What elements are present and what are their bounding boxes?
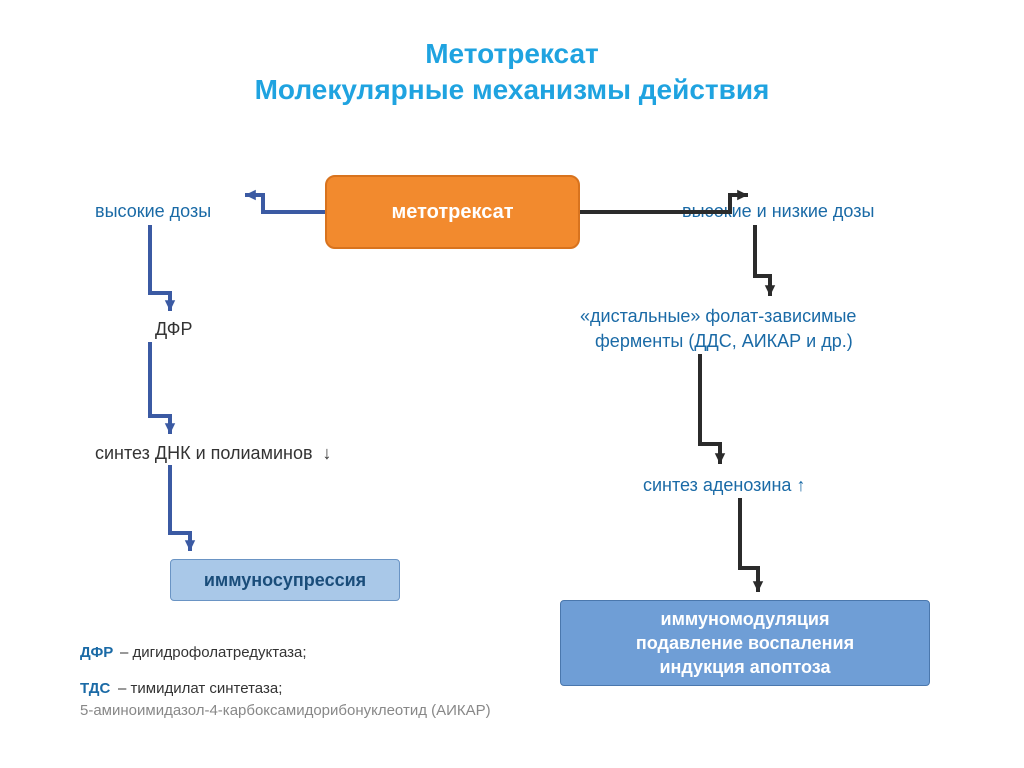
footnote-tds-text: – тимидилат синтетаза; <box>118 680 282 697</box>
node-immunomod-line1: иммуномодуляция <box>636 607 854 631</box>
footnote-dfr-bold: ДФР <box>80 644 113 661</box>
node-drug: метотрексат <box>325 175 580 249</box>
footnote-aikar: 5-аминоимидазол-4-карбоксамидорибонуклео… <box>80 702 491 719</box>
label-dfr: ДФР <box>155 318 193 341</box>
label-distal-2: ферменты (ДДС, АИКАР и др.) <box>595 330 853 353</box>
label-distal-1: «дистальные» фолат-зависимые <box>580 305 856 328</box>
node-immunomod: иммуномодуляция подавление воспаления ин… <box>560 600 930 686</box>
node-immunomod-line2: подавление воспаления <box>636 631 854 655</box>
diagram-stage: { "canvas": { "width": 1024, "height": 7… <box>0 0 1024 768</box>
page-title-line2: Молекулярные механизмы действия <box>0 74 1024 106</box>
node-drug-text: метотрексат <box>391 201 513 224</box>
label-dna-synth: синтез ДНК и полиаминов ↓ <box>95 442 332 465</box>
label-high-doses: высокие дозы <box>95 200 211 223</box>
footnote-tds-bold: ТДС <box>80 680 110 697</box>
page-title-line1: Метотрексат <box>0 38 1024 70</box>
node-immunomod-inner: иммуномодуляция подавление воспаления ин… <box>636 607 854 680</box>
footnote-dfr-text: – дигидрофолатредуктаза; <box>120 644 307 661</box>
label-high-low-doses: высокие и низкие дозы <box>682 200 874 223</box>
node-immunosup: иммуносупрессия <box>170 559 400 601</box>
node-immunomod-line3: индукция апоптоза <box>636 655 854 679</box>
label-adeno: синтез аденозина ↑ <box>643 474 805 497</box>
node-immunosup-text: иммуносупрессия <box>204 570 366 591</box>
